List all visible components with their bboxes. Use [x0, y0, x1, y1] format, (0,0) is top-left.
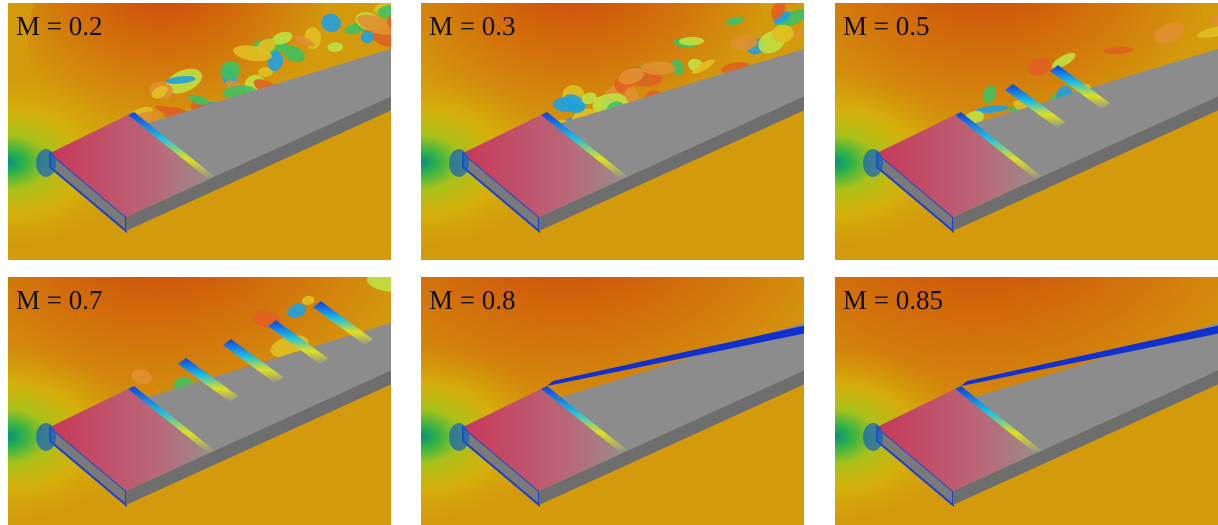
nose-spot: [449, 149, 469, 177]
mach-label: M = 0.7: [16, 285, 102, 315]
panel: M = 0.3: [416, 0, 811, 260]
nose-spot: [36, 149, 56, 177]
nose-spot: [863, 423, 883, 451]
nose-spot: [863, 149, 883, 177]
mach-label: M = 0.85: [843, 285, 943, 315]
mach-label: M = 0.5: [843, 11, 929, 41]
nose-spot: [36, 423, 56, 451]
mach-label: M = 0.8: [429, 285, 515, 315]
mach-label: M = 0.3: [429, 11, 515, 41]
figure: M = 0.2 M = 0.3 M = 0.5 M = 0.7 M = 0.8 M = 0…: [0, 0, 1218, 525]
mach-label: M = 0.2: [16, 11, 102, 41]
panel: M = 0.5: [805, 0, 1218, 260]
panel: M = 0.2: [8, 0, 414, 260]
vortex: [391, 258, 404, 268]
nose-spot: [449, 423, 469, 451]
